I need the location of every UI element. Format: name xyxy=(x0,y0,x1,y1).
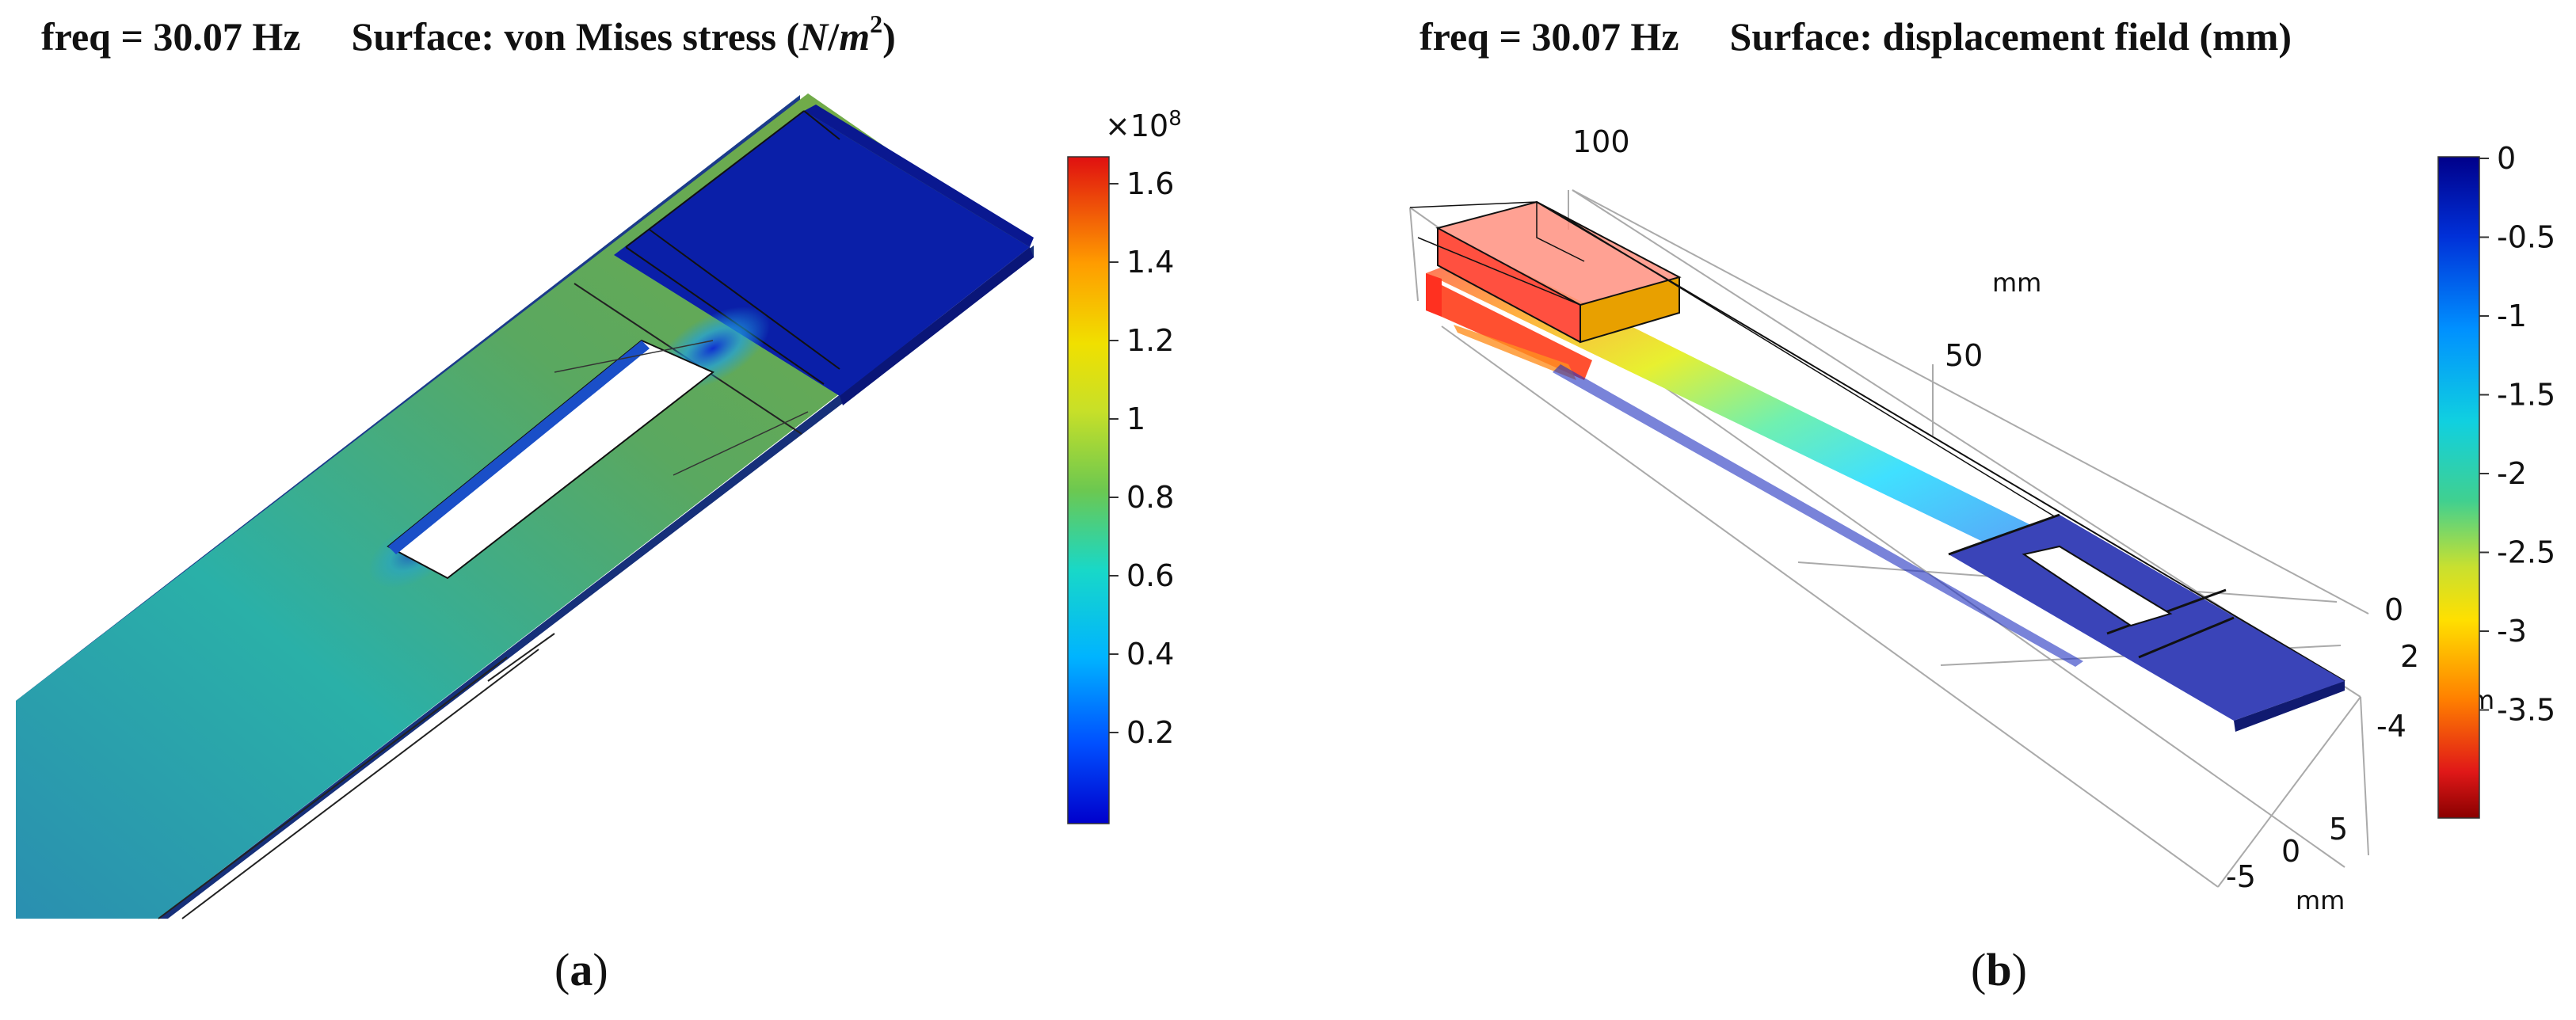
colorbar-a-tick-label: 0.6 xyxy=(1126,558,1174,593)
panel-a-unit-num: N xyxy=(799,14,829,59)
caption-a-close: ) xyxy=(593,944,608,995)
axis-y-tick-0: 0 xyxy=(2281,834,2300,869)
colorbar-a-tick-label: 0.4 xyxy=(1126,637,1174,672)
panel-a-surface-suffix: ) xyxy=(882,14,896,59)
panel-b-caption: (b) xyxy=(1971,942,2027,998)
beam-side-face xyxy=(158,245,1034,919)
panel-a-title: freq = 30.07 Hz Surface: von Mises stress… xyxy=(41,5,896,68)
clamp-edge-line xyxy=(649,229,840,370)
colorbar-b-tick-label: -0.5 xyxy=(2497,220,2555,255)
tip-mass xyxy=(1438,202,1679,305)
caption-b-open: ( xyxy=(1971,944,1987,995)
axis-z-tick-neg4: -4 xyxy=(2376,709,2406,744)
colorbar-a-tick-label: 1.2 xyxy=(1126,323,1174,358)
colorbar-b-tick-label: 0 xyxy=(2497,141,2516,176)
panel-b-colorbar: 0 -0.5 -1 -1.5 -2 -2.5 -3 -3.5 xyxy=(2437,141,2555,819)
colorbar-a-tick-label: 1 xyxy=(1126,402,1145,436)
axis-y-tick-5: 5 xyxy=(2329,812,2348,847)
colorbar-b-tick-label: -3 xyxy=(2497,614,2527,649)
disp-slot-cutout xyxy=(2022,545,2173,627)
panel-a-unit-den: m xyxy=(839,14,871,59)
axis-long-tick-100: 100 xyxy=(1572,124,1630,159)
colorbar-a-tick-label: 0.8 xyxy=(1126,480,1174,515)
axis-y-unit: mm xyxy=(2296,885,2345,915)
axis-z-tick-0: 0 xyxy=(2384,592,2403,627)
colorbar-a-multiplier: ×108 xyxy=(1105,107,1182,143)
colorbar-b-tick-label: -1 xyxy=(2497,299,2527,333)
colorbar-a-tick-label: 1.6 xyxy=(1126,166,1174,201)
panel-b-title: freq = 30.07 Hz Surface: displacement fie… xyxy=(1419,5,2292,68)
colorbar-b-tick-label: -2.5 xyxy=(2497,535,2555,570)
panel-a-unit-sep: / xyxy=(828,14,840,59)
panel-b-beam-model xyxy=(1409,200,2345,732)
colorbar-b-tick-label: -1.5 xyxy=(2497,378,2555,413)
panel-b-freq: freq = 30.07 Hz xyxy=(1419,14,1679,59)
panel-b-axis-labels: 100 50 mm 0 2 -4 m -5 0 5 mm xyxy=(1572,124,2494,915)
axis-long-tick-50: 50 xyxy=(1945,338,1983,373)
panel-a-surface-label: Surface: von Mises stress ( xyxy=(351,14,800,59)
panel-a-caption: (a) xyxy=(554,942,608,998)
panel-b-surface-label: Surface: displacement field (mm) xyxy=(1729,14,2292,59)
panel-a-colorbar: ×108 1.6 1.4 1.2 1 0.8 0.6 0.4 0.2 xyxy=(1067,107,1182,824)
caption-b-letter: b xyxy=(1986,944,2012,995)
panel-a-unit-exp: 2 xyxy=(870,10,883,38)
axis-y-tick-neg5: -5 xyxy=(2226,859,2256,894)
caption-a-open: ( xyxy=(554,944,570,995)
panel-a-beam-model xyxy=(16,93,1034,919)
caption-b-close: ) xyxy=(2011,944,2027,995)
colorbar-a-tick-label: 0.2 xyxy=(1126,715,1174,750)
caption-a-letter: a xyxy=(570,944,593,995)
colorbar-b-tick-label: -2 xyxy=(2497,456,2527,491)
colorbar-a-tick-label: 1.4 xyxy=(1126,245,1174,280)
axis-z-tick-2: 2 xyxy=(2400,639,2419,674)
colorbar-b-tick-label: -3.5 xyxy=(2497,693,2555,728)
panel-a-freq: freq = 30.07 Hz xyxy=(41,14,301,59)
axis-long-unit: mm xyxy=(1992,268,2041,298)
clamp-region xyxy=(614,111,1030,396)
